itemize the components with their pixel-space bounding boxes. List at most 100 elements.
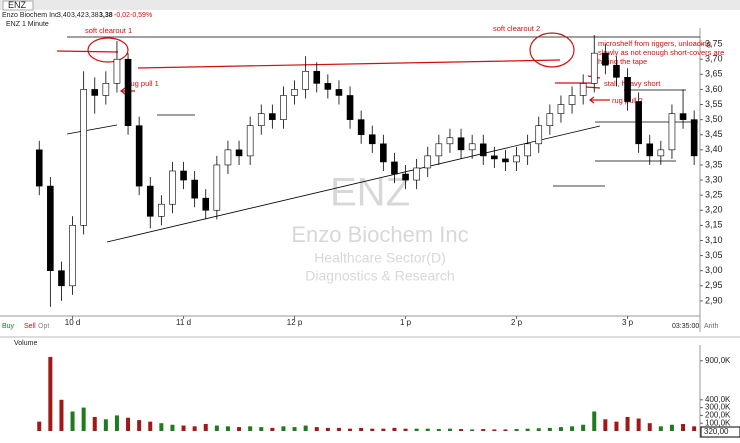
volume-bar <box>503 429 508 431</box>
candle-body <box>35 149 43 187</box>
x-tick-label: 11 d <box>176 318 191 327</box>
candle-body <box>257 113 265 126</box>
annotation: rug pull 1 <box>128 79 159 88</box>
candle-body <box>235 149 243 157</box>
volume-bar <box>370 428 375 431</box>
candle-body <box>213 164 221 211</box>
volume-bar <box>270 427 275 431</box>
tab-label[interactable]: ENZ <box>8 0 27 10</box>
y-tick-label: 3,75 <box>705 38 723 48</box>
volume-bar <box>59 399 64 431</box>
volume-bar <box>514 429 519 431</box>
volume-bar <box>325 427 330 431</box>
y-tick-label: 3,30 <box>705 174 723 184</box>
opt-button[interactable]: Opt <box>38 323 49 330</box>
watermark-company: Enzo Biochem Inc <box>291 222 468 247</box>
header-change: -0,02 <box>114 12 130 19</box>
candle-body <box>391 161 398 175</box>
volume-bar <box>248 426 253 431</box>
candle-body <box>524 143 531 157</box>
volume-bar <box>214 425 219 431</box>
candle-body <box>579 83 587 96</box>
y-tick-label: 3,20 <box>705 205 723 215</box>
x-tick-label: 2 p <box>511 318 523 327</box>
volume-tick-label: 300,0K <box>705 403 731 412</box>
y-tick-label: 3,10 <box>705 235 723 245</box>
candle-body <box>413 167 420 181</box>
candle-body <box>546 113 554 126</box>
tab[interactable] <box>2 0 34 11</box>
candle-body <box>690 119 698 157</box>
candle-body <box>335 89 343 96</box>
volume-bar <box>392 427 397 431</box>
volume-bar <box>237 427 242 431</box>
y-tick-label: 3,00 <box>705 265 723 275</box>
volume-last-box <box>700 426 740 438</box>
y-tick-label: 3,70 <box>705 54 723 64</box>
header-high: 3,42 <box>71 12 85 19</box>
volume-bar <box>148 421 153 431</box>
candle-body <box>635 101 642 145</box>
candle-body <box>380 143 387 163</box>
sell-button[interactable]: Sell <box>24 323 36 330</box>
volume-bar <box>281 426 286 431</box>
watermark-sector: Healthcare Sector(D) <box>314 250 446 266</box>
volume-bar <box>447 428 452 431</box>
volume-bar <box>459 429 464 431</box>
candle-body <box>91 89 99 96</box>
volume-bar <box>159 423 164 431</box>
volume-bar <box>536 428 541 431</box>
volume-bar <box>292 427 297 431</box>
red-line <box>137 59 561 69</box>
volume-bar <box>114 415 119 431</box>
header-change-pct: -0,59% <box>130 12 152 19</box>
volume-bar <box>103 419 108 431</box>
volume-tick-label: 900,0K <box>705 356 731 365</box>
volume-bar <box>336 427 341 431</box>
volume-bar <box>48 356 53 431</box>
y-tick-label: 3,25 <box>705 190 723 200</box>
buy-button[interactable]: Buy <box>2 323 15 330</box>
volume-tick-label: 200,0K <box>705 411 731 420</box>
candle-body <box>602 52 609 66</box>
volume-bar <box>359 427 364 431</box>
candle-body <box>102 83 110 96</box>
candle-body <box>568 95 576 105</box>
candle-body <box>224 149 232 166</box>
volume-bar <box>625 416 630 431</box>
red-line <box>56 50 119 53</box>
trend-line <box>106 125 601 243</box>
candle-body <box>491 155 498 160</box>
volume-bar <box>603 419 608 431</box>
y-tick-label: 3,15 <box>705 220 723 230</box>
candle-body <box>124 58 132 126</box>
volume-title: Volume <box>14 340 37 347</box>
candle-body <box>246 125 254 157</box>
candle-body <box>302 70 309 90</box>
candle-body <box>69 225 76 287</box>
x-tick-label: 1 p <box>400 318 412 327</box>
time-label: 03:35:00 <box>672 323 699 330</box>
watermark-industry: Diagnostics & Research <box>305 268 454 284</box>
volume-bar <box>170 424 175 431</box>
volume-bar <box>592 411 597 431</box>
volume-bar <box>481 429 486 431</box>
volume-bar <box>348 428 353 431</box>
candle-body <box>357 119 365 136</box>
candle-body <box>113 58 121 84</box>
candle-body <box>446 137 454 145</box>
volume-bar <box>547 427 552 431</box>
volume-bar <box>425 428 430 431</box>
candle-body <box>269 113 276 120</box>
candle-body <box>368 134 376 145</box>
candle-body <box>424 155 432 169</box>
volume-bar <box>647 423 652 431</box>
volume-bar <box>436 429 441 431</box>
candle-body <box>169 170 176 205</box>
x-tick-label: 12 p <box>287 318 303 327</box>
candle-body <box>158 203 165 217</box>
x-tick-label: 10 d <box>65 318 81 327</box>
annotation: microshelf from riggers, unloading <box>598 39 711 48</box>
volume-bar <box>303 425 308 431</box>
